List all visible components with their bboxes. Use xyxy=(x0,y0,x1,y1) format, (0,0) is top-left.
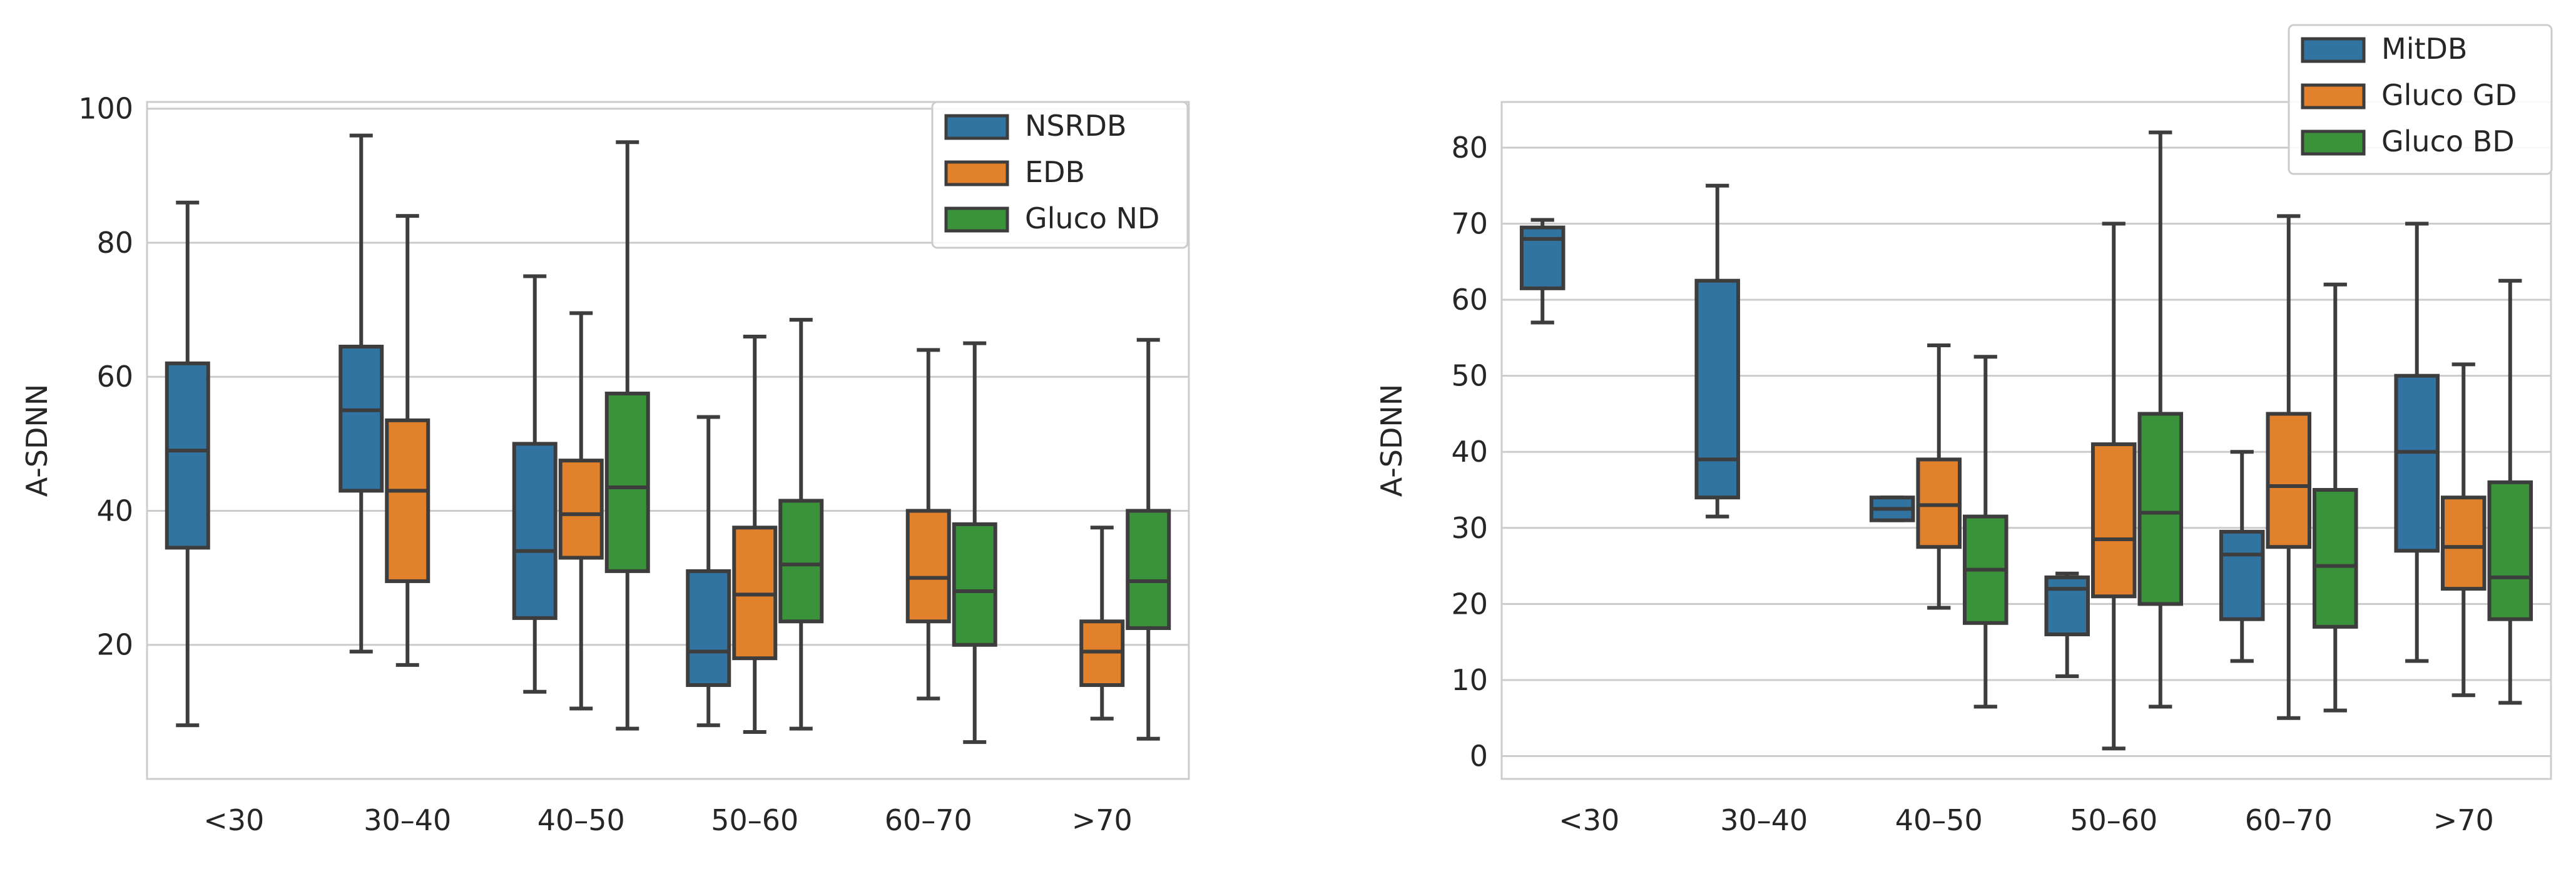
box-iqr xyxy=(2266,412,2312,549)
box-edb-6 xyxy=(1079,526,1125,721)
box-iqr xyxy=(1519,225,1565,290)
x-tick-label: 30–40 xyxy=(1720,803,1808,837)
box-gluco-bd-3 xyxy=(1963,355,2008,709)
x-tick-label: >70 xyxy=(2433,803,2494,837)
box-mitdb-4 xyxy=(2044,571,2090,678)
box-edb-3 xyxy=(558,311,604,711)
x-tick-label: 40–50 xyxy=(1895,803,1983,837)
y-tick-label: 0 xyxy=(1470,739,1488,773)
legend: NSRDB EDB Gluco ND xyxy=(931,101,1189,249)
x-tick-label: 60–70 xyxy=(2245,803,2333,837)
y-tick-label: 70 xyxy=(1451,207,1488,241)
chart-panel-2: 0 10 20 30 40 50 60 70 80 A-SDNN <30 30–40 40–50 50–6… xyxy=(1375,24,2553,837)
box-gluco-nd-6 xyxy=(1126,338,1171,741)
box-iqr xyxy=(2137,412,2184,606)
box-gluco-bd-5 xyxy=(2313,282,2358,713)
chart-panel-1: 20 40 60 80 100 A-SDNN <30 30–40 40–50 50–60 60–70… xyxy=(20,92,1190,837)
box-gluco-gd-4 xyxy=(2090,221,2137,751)
box-iqr xyxy=(165,361,210,550)
box-edb-5 xyxy=(905,348,951,701)
box-iqr xyxy=(2219,529,2265,621)
box-mitdb-1 xyxy=(1519,218,1565,325)
box-iqr xyxy=(686,569,731,688)
y-tick-label: 40 xyxy=(96,494,133,527)
box-iqr xyxy=(2394,374,2440,553)
box-gluco-bd-6 xyxy=(2487,278,2533,705)
box-mitdb-2 xyxy=(1694,183,1740,519)
box-gluco-nd-5 xyxy=(952,341,997,744)
y-tick-label: 100 xyxy=(78,92,133,126)
x-tick-label: <30 xyxy=(203,803,264,837)
legend: MitDB Gluco GD Gluco BD xyxy=(2288,24,2553,175)
box-gluco-nd-3 xyxy=(604,140,650,731)
legend-label: EDB xyxy=(1025,155,1085,189)
box-iqr xyxy=(558,459,604,560)
y-tick-label: 60 xyxy=(96,360,133,394)
y-tick-label: 30 xyxy=(1451,511,1488,545)
box-gluco-gd-5 xyxy=(2266,214,2312,720)
x-tick-label: <30 xyxy=(1559,803,1619,837)
legend-label: Gluco ND xyxy=(1025,201,1159,235)
box-gluco-bd-4 xyxy=(2137,130,2184,709)
box-mitdb-3 xyxy=(1869,495,1915,522)
box-iqr xyxy=(778,499,824,624)
y-axis-label: A-SDNN xyxy=(20,384,54,497)
box-iqr xyxy=(2313,488,2358,629)
box-iqr xyxy=(952,522,997,647)
x-tick-label: 60–70 xyxy=(885,803,972,837)
legend-swatch xyxy=(944,114,1009,140)
legend-swatch xyxy=(2301,130,2366,156)
box-iqr xyxy=(339,345,384,493)
box-mitdb-5 xyxy=(2219,450,2265,663)
box-edb-4 xyxy=(732,334,778,734)
box-iqr xyxy=(512,442,557,620)
box-iqr xyxy=(604,392,650,573)
y-tick-label: 50 xyxy=(1451,359,1488,393)
box-nsrdb-2 xyxy=(339,133,384,654)
x-tick-label: >70 xyxy=(1072,803,1133,837)
x-tick-label: 50–60 xyxy=(711,803,798,837)
box-iqr xyxy=(2090,442,2137,599)
y-tick-label: 60 xyxy=(1451,283,1488,317)
box-iqr xyxy=(1694,278,1740,500)
y-tick-label: 20 xyxy=(96,628,133,662)
y-tick-label: 40 xyxy=(1451,435,1488,469)
axes-frame xyxy=(1500,101,2552,780)
box-gluco-gd-3 xyxy=(1916,343,1962,610)
box-iqr xyxy=(2487,480,2533,621)
box-iqr xyxy=(385,418,430,583)
x-tick-label: 40–50 xyxy=(537,803,625,837)
box-nsrdb-4 xyxy=(686,415,731,728)
legend-label: Gluco BD xyxy=(2381,125,2515,158)
box-nsrdb-1 xyxy=(165,200,210,728)
legend-swatch xyxy=(2301,37,2366,63)
axes-frame xyxy=(146,101,1190,780)
box-iqr xyxy=(905,509,951,624)
y-tick-label: 80 xyxy=(1451,131,1488,165)
box-nsrdb-3 xyxy=(512,274,557,694)
box-iqr xyxy=(2440,495,2487,591)
box-gluco-nd-4 xyxy=(778,318,824,731)
box-iqr xyxy=(1126,509,1171,630)
box-iqr xyxy=(1916,457,1962,549)
legend-swatch xyxy=(944,160,1009,186)
box-iqr xyxy=(2044,575,2090,637)
box-edb-2 xyxy=(385,214,430,667)
y-tick-label: 80 xyxy=(96,226,133,260)
legend-label: MitDB xyxy=(2381,32,2467,66)
x-tick-label: 50–60 xyxy=(2070,803,2157,837)
box-gluco-gd-6 xyxy=(2440,362,2487,698)
x-tick-label: 30–40 xyxy=(364,803,451,837)
y-tick-label: 10 xyxy=(1451,663,1488,697)
y-tick-label: 20 xyxy=(1451,587,1488,621)
legend-swatch xyxy=(944,206,1009,233)
y-axis-label: A-SDNN xyxy=(1375,384,1408,497)
legend-swatch xyxy=(2301,83,2366,109)
box-mitdb-6 xyxy=(2394,221,2440,663)
legend-label: Gluco GD xyxy=(2381,78,2517,112)
legend-label: NSRDB xyxy=(1025,109,1127,143)
